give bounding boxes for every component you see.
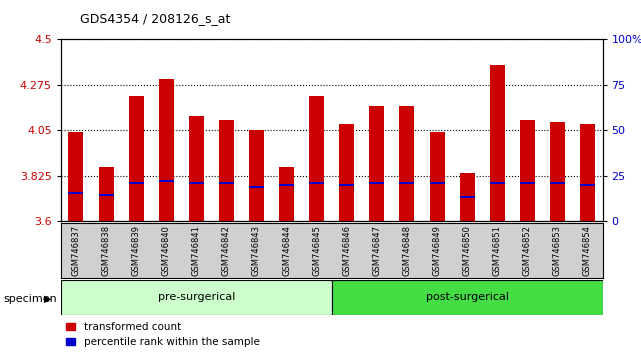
Text: specimen: specimen [3,294,57,304]
Text: GSM746841: GSM746841 [192,225,201,275]
Text: pre-surgerical: pre-surgerical [158,292,235,302]
Text: GSM746850: GSM746850 [463,225,472,275]
Bar [219,182,234,184]
Bar [550,122,565,221]
Text: GSM746843: GSM746843 [252,225,261,276]
Legend: transformed count, percentile rank within the sample: transformed count, percentile rank withi… [66,322,260,347]
Text: GDS4354 / 208126_s_at: GDS4354 / 208126_s_at [80,12,231,25]
Bar [69,132,83,221]
Bar [460,173,474,221]
Bar [520,120,535,221]
Text: GSM746838: GSM746838 [101,225,110,276]
Bar [332,280,603,315]
Text: GSM746846: GSM746846 [342,225,351,276]
Bar [99,194,113,196]
Bar [580,184,595,186]
Text: GSM746853: GSM746853 [553,225,562,276]
Text: post-surgerical: post-surgerical [426,292,508,302]
Text: GSM746852: GSM746852 [523,225,532,275]
Bar [189,116,204,221]
Text: GSM746844: GSM746844 [282,225,291,275]
Bar [189,182,204,184]
Bar [339,184,354,186]
Bar [219,120,234,221]
Bar [520,182,535,184]
Text: GSM746840: GSM746840 [162,225,171,275]
Text: GSM746848: GSM746848 [403,225,412,276]
Bar [399,106,415,221]
Bar [339,124,354,221]
Bar [129,182,144,184]
Bar [99,166,113,221]
Bar [159,79,174,221]
Bar [580,124,595,221]
Bar [249,130,264,221]
Text: ▶: ▶ [44,294,51,304]
Bar [460,196,474,198]
Bar [399,182,415,184]
Bar [369,182,385,184]
Text: GSM746847: GSM746847 [372,225,381,276]
Bar [429,132,445,221]
Bar [490,65,504,221]
Text: GSM746837: GSM746837 [71,225,80,276]
Bar [550,182,565,184]
Text: GSM746845: GSM746845 [312,225,321,275]
Bar [309,182,324,184]
Bar [490,182,504,184]
Bar [69,192,83,194]
Text: GSM746842: GSM746842 [222,225,231,275]
Bar [369,106,385,221]
Bar [279,184,294,186]
Text: GSM746839: GSM746839 [131,225,140,276]
Bar [309,96,324,221]
Text: GSM746854: GSM746854 [583,225,592,275]
Bar [249,185,264,188]
Bar [429,182,445,184]
Bar [61,280,332,315]
Text: GSM746849: GSM746849 [433,225,442,275]
Text: GSM746851: GSM746851 [493,225,502,275]
Bar [159,179,174,182]
Bar [279,166,294,221]
Bar [129,96,144,221]
